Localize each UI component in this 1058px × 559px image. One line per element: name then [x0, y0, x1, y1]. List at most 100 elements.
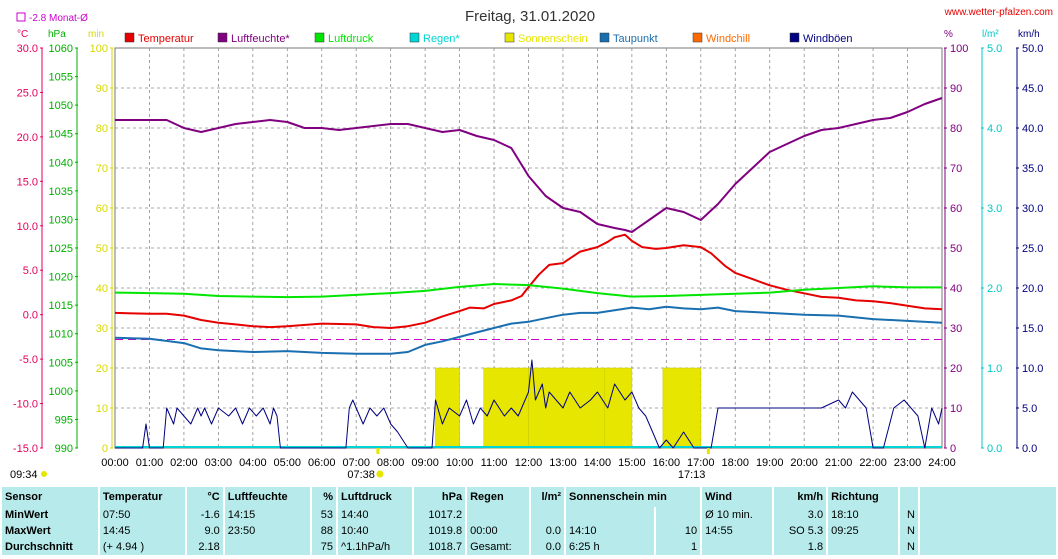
cell: 1.8	[773, 539, 827, 555]
temp-axis-unit: °C	[17, 29, 28, 40]
humidity-axis-tick: 20	[950, 363, 962, 375]
pressure-axis-tick: 1025	[49, 243, 73, 255]
hdr-wind: Wind	[702, 487, 772, 507]
rain-axis-tick: 3.0	[987, 203, 1002, 215]
axes: 30.0 25.0 20.0 15.0 10.0 5.0 0.0 -5.0 -10.0 -15.0…	[13, 43, 1044, 469]
x-axis-tick: 07:00	[342, 457, 370, 469]
legend-label: Windböen	[803, 33, 853, 45]
legend-label: Regen*	[423, 33, 460, 45]
hdr-direction: Richtung	[828, 487, 898, 507]
hdr-sensor: Sensor	[2, 487, 98, 507]
hdr-sunshine: Sonnenschein min	[566, 487, 701, 507]
x-axis-tick: 05:00	[274, 457, 302, 469]
sunrise-icon	[376, 470, 384, 478]
legend-label: Temperatur	[138, 33, 194, 45]
wind-axis-tick: 45.0	[1022, 83, 1043, 95]
cell: 6:25 h	[566, 539, 655, 555]
table-row: Durchschnitt (+ 4.94 ) 2.18 75 ^1.1hPa/h…	[2, 539, 1056, 555]
rain-axis-tick: 2.0	[987, 283, 1002, 295]
x-axis-tick: 03:00	[205, 457, 233, 469]
x-axis-tick: 04:00	[239, 457, 267, 469]
legend-swatch	[789, 32, 800, 43]
cell: 9.0	[187, 523, 223, 539]
legend-swatch	[504, 32, 515, 43]
x-axis-tick: 10:00	[446, 457, 474, 469]
x-axis-tick: 01:00	[136, 457, 164, 469]
cell: 75	[312, 539, 336, 555]
cell-filler	[920, 507, 1056, 523]
month-avg-label: -2.8 Monat-Ø	[29, 13, 88, 24]
series-line-luftdruck	[114, 283, 942, 299]
pressure-axis-tick: 1030	[49, 214, 73, 226]
row-label: MinWert	[2, 507, 98, 523]
cell: 88	[312, 523, 336, 539]
sunshine-bar	[662, 367, 702, 449]
humidity-axis-tick: 60	[950, 203, 962, 215]
pressure-axis-tick: 1035	[49, 186, 73, 198]
cell-filler	[920, 539, 1056, 555]
sun-axis-tick: 40	[96, 283, 108, 295]
chart-legend: Temperatur Luftfeuchte* Luftdruck Regen* Son…	[124, 32, 853, 45]
cell	[530, 507, 565, 523]
x-axis-tick: 17:00	[687, 457, 715, 469]
cell: 1018.7	[413, 539, 466, 555]
hdr-temp: Temperatur	[99, 487, 186, 507]
pressure-axis-tick: 1040	[49, 157, 73, 169]
pressure-axis-tick: 1050	[49, 100, 73, 112]
cell-filler	[920, 523, 1056, 539]
cell	[702, 539, 772, 555]
sun-axis-tick: 50	[96, 243, 108, 255]
x-axis-tick: 15:00	[618, 457, 646, 469]
weather-chart: Freitag, 31.01.2020 www.wetter-pfalzen.c…	[10, 7, 1053, 481]
cell: 14:40	[337, 507, 412, 523]
pressure-axis-tick: 990	[55, 443, 73, 455]
temp-axis-tick: 20.0	[17, 132, 38, 144]
cell: 1019.8	[413, 523, 466, 539]
cell: 14:10	[566, 523, 655, 539]
series-line-windben	[115, 359, 943, 449]
pressure-axis-tick: 1015	[49, 300, 73, 312]
humidity-axis-tick: 40	[950, 283, 962, 295]
hdr-pressure-unit: hPa	[413, 487, 466, 507]
legend-swatch	[124, 32, 135, 43]
cell: Ø 10 min.	[702, 507, 772, 523]
cell: N	[899, 523, 918, 539]
legend-label: Luftfeuchte*	[231, 33, 290, 45]
row-label: Durchschnitt	[2, 539, 98, 555]
cell: 14:55	[702, 523, 772, 539]
x-axis-tick: 13:00	[549, 457, 577, 469]
series-line-luftfeuchte	[115, 97, 943, 233]
cell: 14:45	[99, 523, 186, 539]
pressure-axis-unit: hPa	[48, 29, 66, 40]
x-axis-tick: 18:00	[721, 457, 749, 469]
sunset-time: 17:13	[678, 469, 706, 481]
cell: 0.0	[530, 539, 565, 555]
sun-axis-tick: 10	[96, 403, 108, 415]
x-axis-tick: 21:00	[825, 457, 853, 469]
hdr-rain-unit: l/m²	[530, 487, 565, 507]
below-label: 09:34	[10, 469, 38, 481]
temp-axis-tick: 5.0	[23, 265, 38, 277]
rain-axis-tick: 0.0	[987, 443, 1002, 455]
legend-label: Luftdruck	[328, 33, 374, 45]
statistics-table: Sensor Temperatur °C Luftfeuchte % Luftd…	[0, 487, 1058, 559]
cell: 0.0	[530, 523, 565, 539]
cell: 09:25	[828, 523, 898, 539]
legend-swatch	[692, 32, 703, 43]
rain-axis-tick: 4.0	[987, 123, 1002, 135]
cell	[224, 539, 311, 555]
legend-swatch	[409, 32, 420, 43]
sunshine-bar	[604, 367, 633, 449]
legend-swatch	[599, 32, 610, 43]
cell	[656, 507, 701, 523]
temp-axis-tick: 0.0	[23, 310, 38, 322]
site-url: www.wetter-pfalzen.com	[944, 7, 1053, 18]
cell: N	[899, 507, 918, 523]
table-row: MaxWert 14:45 9.0 23:50 88 10:40 1019.8 …	[2, 523, 1056, 539]
temp-axis-tick: 30.0	[17, 43, 38, 55]
rain-axis-unit: l/m²	[982, 29, 999, 40]
humidity-axis-tick: 100	[950, 43, 968, 55]
rain-axis-tick: 5.0	[987, 43, 1002, 55]
sunrise-time: 07:38	[347, 469, 375, 481]
hdr-temp-unit: °C	[187, 487, 223, 507]
